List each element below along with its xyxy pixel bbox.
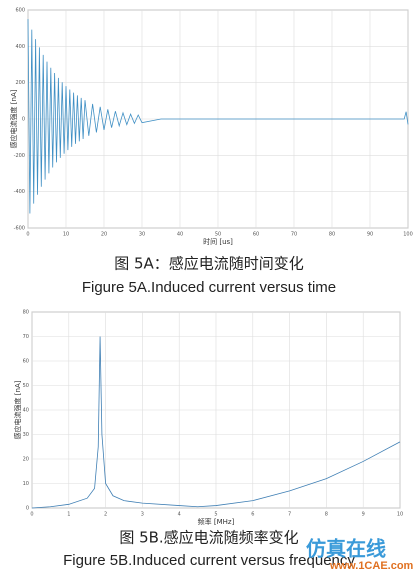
x-tick-label: 8: [325, 512, 328, 518]
y-tick-label: 400: [15, 44, 25, 50]
y-tick-label: 0: [26, 506, 29, 512]
x-tick-label: 4: [178, 512, 181, 518]
x-tick-label: 40: [177, 232, 183, 238]
y-tick-label: -400: [14, 189, 25, 195]
data-line: [27, 19, 409, 214]
x-axis-label: 频率 [MHz]: [198, 517, 235, 526]
caption-zh: 图 5B.感应电流随频率变化: [119, 529, 298, 547]
x-tick-label: 30: [139, 232, 145, 238]
x-tick-label: 5: [214, 512, 217, 518]
x-tick-label: 9: [362, 512, 365, 518]
y-tick-label: 80: [23, 310, 29, 316]
x-tick-label: 3: [141, 512, 144, 518]
y-tick-label: 60: [23, 359, 29, 365]
x-tick-label: 20: [101, 232, 107, 238]
x-tick-label: 100: [403, 232, 413, 238]
x-tick-label: 10: [397, 512, 403, 518]
y-axis-label: 感应电流强度 [nA]: [9, 89, 18, 148]
y-tick-label: 600: [15, 8, 25, 14]
caption-en: Figure 5A.Induced current versus time: [82, 279, 336, 296]
x-tick-label: 50: [215, 232, 221, 238]
y-tick-label: 200: [15, 80, 25, 86]
y-tick-label: 70: [23, 334, 29, 340]
y-tick-label: 0: [22, 117, 25, 123]
x-tick-label: 70: [291, 232, 297, 238]
x-tick-label: 60: [253, 232, 259, 238]
x-tick-label: 10: [63, 232, 69, 238]
y-tick-label: 50: [23, 383, 29, 389]
x-tick-label: 6: [251, 512, 254, 518]
y-tick-label: 40: [23, 408, 29, 414]
y-tick-label: 30: [23, 432, 29, 438]
caption-zh: 图 5A：感应电流随时间变化: [114, 255, 304, 273]
y-tick-label: 10: [23, 481, 29, 487]
watermark-url: www.1CAE.com: [329, 560, 414, 572]
x-tick-label: 1: [67, 512, 70, 518]
y-tick-label: 20: [23, 457, 29, 463]
watermark: 仿真在线: [306, 537, 386, 561]
caption-en: Figure 5B.Induced current versus frequen…: [63, 552, 355, 569]
y-tick-label: -600: [14, 226, 25, 232]
x-axis-label: 时间 [us]: [203, 237, 233, 246]
x-tick-label: 0: [26, 232, 29, 238]
y-tick-label: -200: [14, 153, 25, 159]
data-line: [31, 336, 401, 509]
y-axis-label: 感应电流强度 [nA]: [13, 380, 22, 439]
x-tick-label: 2: [104, 512, 107, 518]
x-tick-label: 7: [288, 512, 291, 518]
x-tick-label: 90: [367, 232, 373, 238]
x-tick-label: 0: [30, 512, 33, 518]
x-tick-label: 80: [329, 232, 335, 238]
